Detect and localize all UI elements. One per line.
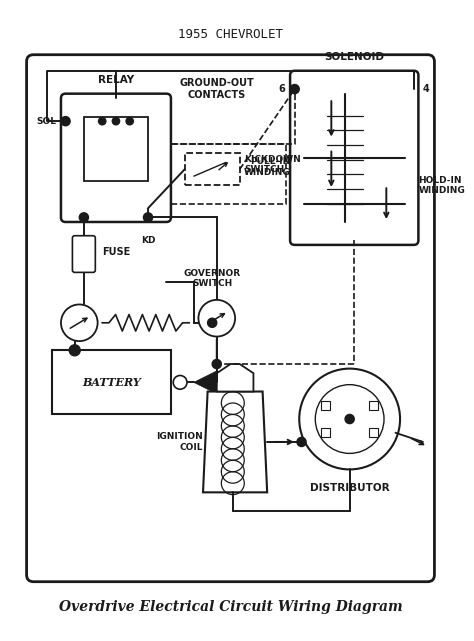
Bar [321,428,330,437]
Polygon shape [194,371,217,394]
Bar [185,153,240,185]
Text: KICKDOWN
SWITCH: KICKDOWN SWITCH [244,155,301,174]
Text: 4: 4 [423,84,430,94]
FancyBboxPatch shape [61,94,171,222]
Text: HOLD-IN
WINDING: HOLD-IN WINDING [419,176,465,195]
Text: DISTRIBUTOR: DISTRIBUTOR [310,483,390,493]
Polygon shape [217,364,254,392]
Text: 6: 6 [279,84,285,94]
Text: GROUND-OUT
CONTACTS: GROUND-OUT CONTACTS [179,78,254,100]
Circle shape [297,437,306,447]
Circle shape [290,85,299,94]
Text: Overdrive Electrical Circuit Wiring Diagram: Overdrive Electrical Circuit Wiring Diag… [59,600,402,614]
Circle shape [299,369,400,469]
Text: BATTERY: BATTERY [82,377,141,388]
Circle shape [112,117,119,125]
Text: SOL: SOL [36,117,56,126]
Text: KD: KD [141,236,155,245]
Text: IGNITION
SWITCH: IGNITION SWITCH [51,353,98,372]
Circle shape [61,117,70,126]
Bar [321,401,330,410]
Bar [52,350,171,415]
Circle shape [345,415,354,424]
Circle shape [61,304,98,341]
Circle shape [212,360,221,369]
Text: GOVERNOR
SWITCH: GOVERNOR SWITCH [183,269,241,288]
Text: BAT: BAT [74,236,93,245]
Circle shape [144,213,153,222]
FancyBboxPatch shape [290,71,419,245]
FancyBboxPatch shape [73,236,95,272]
Circle shape [199,300,235,337]
Text: IGNITION
COIL: IGNITION COIL [156,432,203,452]
Circle shape [126,117,133,125]
Bar [369,428,378,437]
Text: PULL-IN
WINDING: PULL-IN WINDING [243,157,290,177]
Bar [84,117,148,181]
Polygon shape [203,392,267,492]
Circle shape [173,376,187,389]
Text: SOLENOID: SOLENOID [324,51,384,62]
Circle shape [79,213,89,222]
Bar [171,144,285,204]
Circle shape [208,318,217,328]
Bar [369,401,378,410]
Text: RELAY: RELAY [98,74,134,85]
Circle shape [99,117,106,125]
Text: 1955 CHEVROLET: 1955 CHEVROLET [178,28,283,40]
Text: FUSE: FUSE [102,247,130,257]
Circle shape [69,345,80,356]
Circle shape [315,385,384,453]
